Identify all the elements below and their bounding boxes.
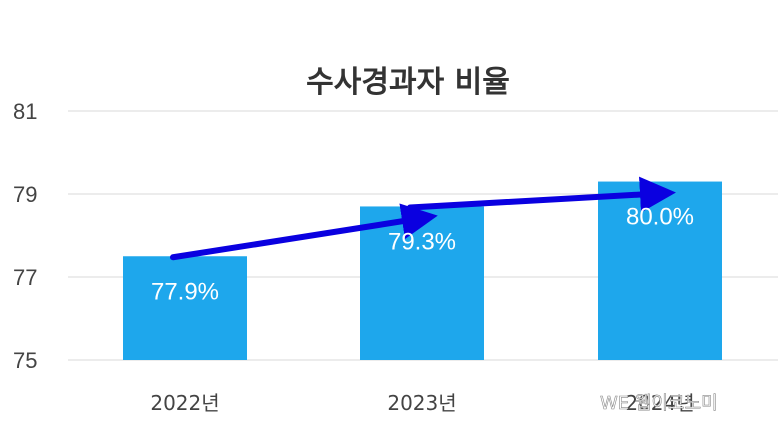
trend-arrow: [407, 176, 676, 213]
chart-title: 수사경과자 비율: [306, 65, 510, 100]
data-labels: 77.9% 79.3% 80.0%: [151, 204, 694, 306]
data-label: 77.9%: [151, 278, 219, 305]
x-tick-label: 2022년: [150, 391, 219, 415]
data-label: 79.3%: [388, 228, 456, 255]
y-tick-label: 81: [13, 99, 37, 124]
trend-arrows: [170, 176, 676, 261]
y-tick-label: 75: [13, 348, 37, 373]
x-axis: 2022년 2023년 2024년: [150, 391, 694, 415]
trend-arrow: [170, 203, 438, 261]
watermark: WE 웹이코노미: [600, 393, 718, 414]
bar-2022년: [123, 256, 247, 360]
y-tick-label: 79: [13, 182, 37, 207]
y-tick-label: 77: [13, 265, 37, 290]
data-label: 80.0%: [626, 204, 694, 231]
x-tick-label: 2024년: [625, 391, 694, 415]
x-tick-label: 2023년: [387, 391, 456, 415]
y-axis: 75 77 79 81: [13, 99, 37, 373]
